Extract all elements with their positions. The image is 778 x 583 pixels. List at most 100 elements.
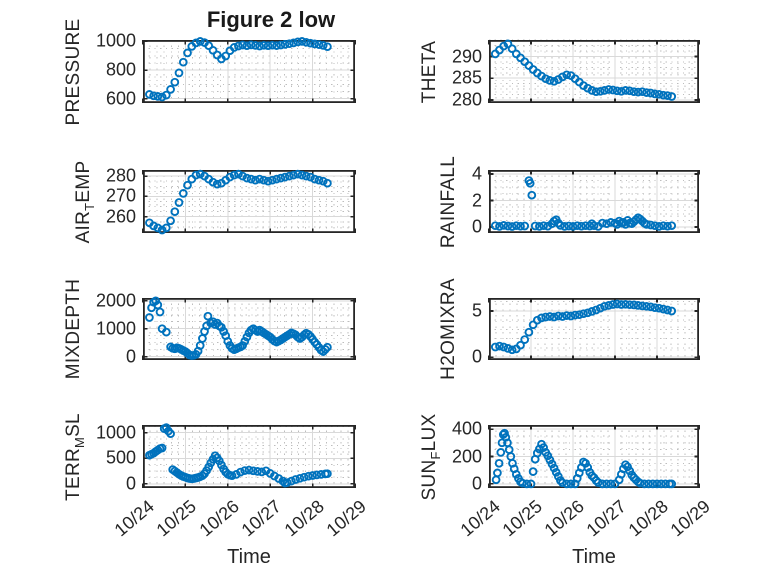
data-point (183, 48, 192, 58)
data-point (614, 216, 624, 226)
data-point (648, 479, 658, 489)
data-point (602, 219, 611, 229)
data-point (490, 221, 500, 231)
data-point (570, 310, 580, 320)
y-tick-label: 260 (105, 206, 136, 227)
data-point (650, 89, 660, 99)
data-point (516, 340, 525, 350)
data-point (495, 341, 504, 351)
data-point (503, 344, 513, 353)
y-axis-label-theta: THETA (418, 40, 440, 103)
data-point (318, 176, 328, 186)
x-tick-label: 10/25 (152, 496, 201, 541)
data-point (280, 40, 290, 49)
data-point (323, 469, 332, 479)
data-point (650, 303, 660, 313)
data-point (562, 311, 572, 320)
data-point (507, 44, 517, 54)
data-point (314, 40, 324, 49)
x-tick-label: 10/26 (195, 496, 243, 541)
data-point (583, 463, 593, 472)
data-point (598, 218, 607, 228)
data-point (516, 221, 525, 231)
data-point (511, 221, 521, 231)
data-point (238, 341, 247, 350)
data-point (608, 300, 618, 309)
data-point (658, 90, 668, 100)
data-point (297, 37, 307, 46)
data-point (499, 221, 509, 230)
data-point (574, 310, 584, 320)
data-point (227, 471, 237, 481)
data-point (149, 221, 158, 231)
plot-area-mixdepth (142, 296, 356, 361)
data-point (157, 92, 167, 102)
data-point (240, 466, 250, 475)
data-point (161, 90, 171, 100)
data-point (503, 221, 513, 231)
data-point (625, 300, 635, 310)
data-point (658, 221, 668, 231)
data-point (263, 176, 273, 186)
data-point (545, 312, 555, 321)
data-point (299, 472, 309, 482)
data-point (663, 221, 672, 231)
data-point (178, 189, 188, 198)
data-point (667, 479, 677, 489)
data-point (658, 304, 668, 314)
data-point (646, 220, 656, 230)
data-point (558, 478, 567, 488)
data-point (602, 479, 611, 489)
data-point (635, 478, 645, 488)
data-point (272, 174, 281, 184)
data-point (539, 443, 548, 452)
data-point (595, 86, 605, 96)
subplot-rainfall: RAINFALL 0 2 4 (438, 155, 700, 248)
data-point (191, 38, 201, 48)
y-tick-label: 5 (471, 300, 482, 321)
data-point (236, 467, 245, 477)
data-point (549, 463, 559, 473)
x-axis-label-left: Time (227, 546, 271, 568)
data-point (530, 221, 540, 231)
y-tick-label: 0 (471, 473, 482, 494)
data-point (507, 345, 517, 355)
data-point (145, 313, 154, 322)
y-tick-label: 1000 (95, 30, 136, 51)
data-point (287, 476, 296, 486)
subplot-sunflux: SUNFLUX Time 0 200 400 10/24 10/25 10/26 10/27… (419, 413, 714, 568)
data-point (562, 70, 572, 80)
data-point (644, 479, 653, 489)
data-point (174, 68, 184, 78)
data-point (656, 479, 666, 489)
data-point (572, 221, 582, 231)
data-point (149, 91, 158, 101)
data-point (255, 174, 264, 184)
data-point (195, 37, 205, 46)
data-point (621, 299, 630, 309)
subplot-h2omixra: H2OMIXRA 0 5 (438, 278, 700, 380)
data-point (579, 309, 588, 319)
data-point (238, 40, 247, 50)
data-point (600, 301, 609, 311)
data-point (595, 303, 605, 313)
y-tick-label: 0 (125, 346, 136, 367)
data-point (157, 225, 167, 235)
y-tick-label: 280 (451, 89, 482, 110)
data-point (654, 89, 664, 99)
data-point (591, 476, 601, 485)
plot-area-pressure (142, 37, 356, 104)
data-point (221, 51, 231, 61)
data-point (490, 342, 500, 352)
data-point (535, 444, 544, 454)
data-point (203, 311, 213, 321)
data-point (616, 86, 626, 96)
data-point (654, 222, 664, 231)
data-point (161, 327, 171, 337)
data-point (257, 467, 267, 477)
y-tick-label: 1000 (95, 422, 136, 443)
data-point (640, 479, 649, 489)
data-point (166, 216, 175, 226)
subplot-mixdepth: MIXDEPTH 0 1000 2000 (63, 279, 356, 379)
data-point (246, 40, 256, 50)
